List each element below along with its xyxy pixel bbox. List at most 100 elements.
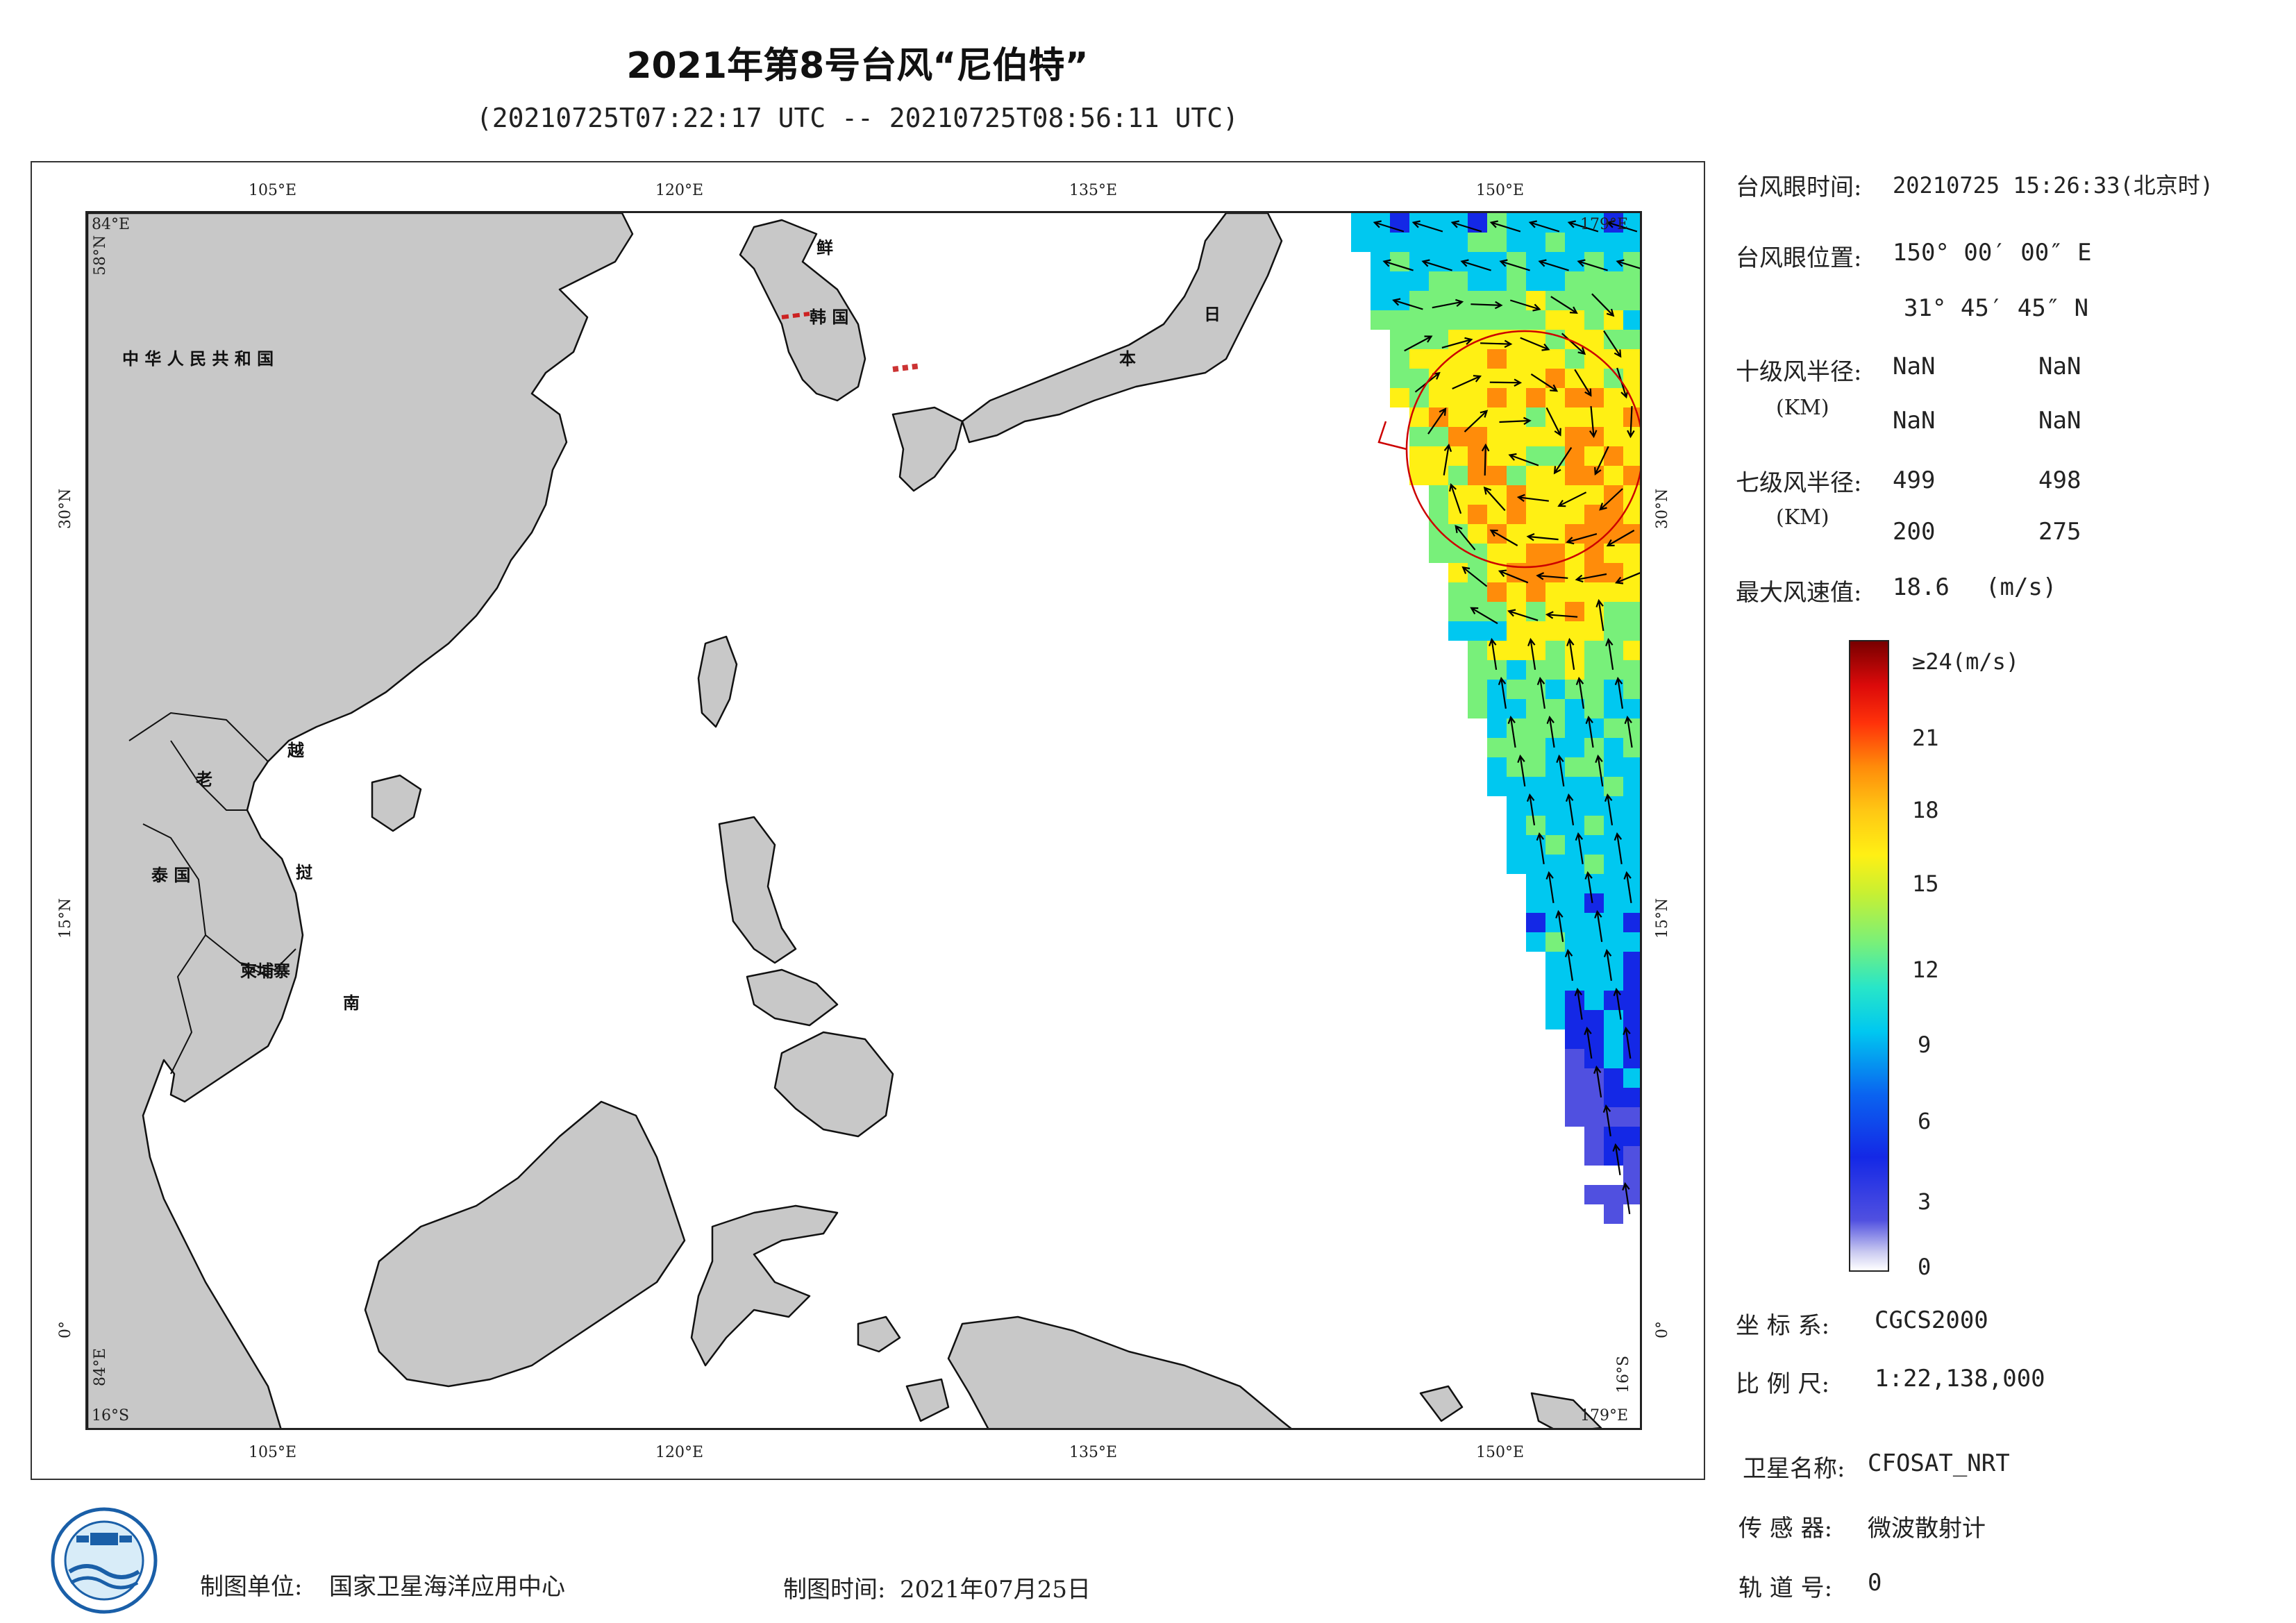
wind-cell — [1468, 680, 1487, 699]
wind-cell — [1526, 582, 1545, 602]
crs-label: 坐 标 系: — [1736, 1312, 1830, 1340]
wind-cell — [1526, 427, 1545, 446]
wind-arrow — [1566, 533, 1598, 545]
wind-arrow — [1498, 676, 1507, 709]
lon-tick-top: 135°E — [1069, 182, 1118, 199]
wind-cell — [1526, 777, 1545, 796]
wind-cell — [1545, 777, 1565, 796]
wind-cell — [1487, 718, 1507, 738]
wind-cell — [1565, 505, 1584, 524]
wind-cell — [1623, 932, 1640, 952]
wind-cell — [1507, 816, 1526, 835]
satellite-label: 卫星名称: — [1743, 1455, 1845, 1483]
crs-value: CGCS2000 — [1875, 1306, 1988, 1334]
wind-cell — [1429, 330, 1448, 349]
land-new-guinea — [947, 1315, 1292, 1428]
wind-cell — [1623, 310, 1640, 330]
wind-cell — [1584, 855, 1604, 874]
wind-cell — [1429, 271, 1448, 291]
wind-cell — [1604, 718, 1623, 738]
wind-cell — [1545, 602, 1565, 621]
wind-cell — [1623, 505, 1640, 524]
wind-arrow — [1452, 375, 1482, 390]
wind-cell — [1468, 582, 1487, 602]
nsoas-logo-icon — [49, 1505, 160, 1616]
wind-cell — [1526, 213, 1545, 233]
wind-cell — [1526, 893, 1545, 913]
colorbar-tick: 21 — [1912, 725, 1939, 751]
wind-cell — [1584, 1010, 1604, 1029]
wind-cell — [1623, 893, 1640, 913]
lon-tick-top: 120°E — [655, 182, 704, 199]
wind-cell — [1429, 427, 1448, 446]
wind-arrow — [1509, 299, 1541, 312]
corner-bottom-right: 179°E — [1580, 1407, 1629, 1424]
land-hainan — [371, 774, 422, 832]
wind-cell — [1623, 602, 1640, 621]
wind-cell — [1604, 621, 1623, 641]
wind-cell — [1507, 291, 1526, 310]
wind-arrows — [1373, 220, 1640, 1214]
wind-arrow — [1546, 715, 1555, 748]
wind-cell — [1604, 913, 1623, 932]
label-vietnam-3: 南 — [343, 993, 360, 1013]
wind-cell — [1545, 1010, 1565, 1029]
wind-cell — [1545, 991, 1565, 1010]
wind-cell — [1623, 621, 1640, 641]
land-visayas — [746, 968, 839, 1027]
wind-arrow — [1574, 369, 1592, 397]
wind-cell — [1565, 407, 1584, 427]
wind-cell — [1584, 213, 1604, 233]
wind-cell — [1507, 544, 1526, 563]
wind-arrow — [1499, 417, 1532, 426]
wind-cell — [1623, 1127, 1640, 1146]
wind-cell — [1487, 271, 1507, 291]
r10-value: NaN — [1893, 353, 1936, 380]
wind-arrow — [1557, 491, 1587, 507]
wind-arrow — [1443, 444, 1452, 476]
corner-bottom-left-lon: 84°E — [92, 1347, 109, 1386]
wind-arrow — [1623, 1026, 1632, 1059]
wind-cell — [1545, 874, 1565, 893]
wind-cell — [1623, 1049, 1640, 1068]
wind-cell — [1604, 699, 1623, 718]
wind-cell — [1507, 466, 1526, 485]
wind-cell — [1545, 582, 1565, 602]
wind-cell — [1604, 1224, 1623, 1243]
land-islands — [857, 1315, 901, 1353]
sensor-label: 传 感 器: — [1738, 1515, 1833, 1542]
wind-arrow — [1614, 832, 1623, 864]
wind-cell — [1468, 466, 1487, 485]
wind-arrow — [1530, 373, 1559, 392]
map-panel[interactable]: 中 华 人 民 共 和 国 鲜 韩 国 日 本 老 越 挝 南 泰 国 柬埔寨 … — [85, 211, 1642, 1430]
wind-cell — [1526, 738, 1545, 757]
wind-cell — [1545, 621, 1565, 641]
wind-arrow — [1455, 525, 1476, 550]
wind-cell — [1565, 602, 1584, 621]
wind-cell — [1507, 427, 1526, 446]
wind-cell — [1565, 369, 1584, 388]
wind-cell — [1409, 466, 1429, 485]
wind-cell — [1429, 388, 1448, 407]
border-line — [142, 823, 269, 977]
date-label: 制图时间: — [783, 1576, 886, 1604]
wind-cell — [1623, 1088, 1640, 1107]
colorbar-tick: 12 — [1912, 957, 1939, 983]
r10-value: NaN — [2038, 353, 2081, 380]
wind-cell — [1526, 621, 1545, 641]
wind-cell — [1604, 1166, 1623, 1185]
wind-cell — [1507, 505, 1526, 524]
wind-cell — [1623, 233, 1640, 252]
wind-arrow — [1516, 494, 1549, 502]
wind-cell — [1545, 796, 1565, 816]
wind-cell — [1623, 369, 1640, 388]
wind-cell — [1565, 757, 1584, 777]
wind-cell — [1584, 233, 1604, 252]
wind-cell — [1565, 893, 1584, 913]
wind-cell — [1526, 388, 1545, 407]
producer-value: 国家卫星海洋应用中心 — [329, 1573, 565, 1601]
wind-cell — [1429, 233, 1448, 252]
label-cambodia: 柬埔寨 — [240, 961, 290, 981]
wind-arrow — [1507, 715, 1516, 748]
wind-arrow — [1622, 1181, 1631, 1214]
